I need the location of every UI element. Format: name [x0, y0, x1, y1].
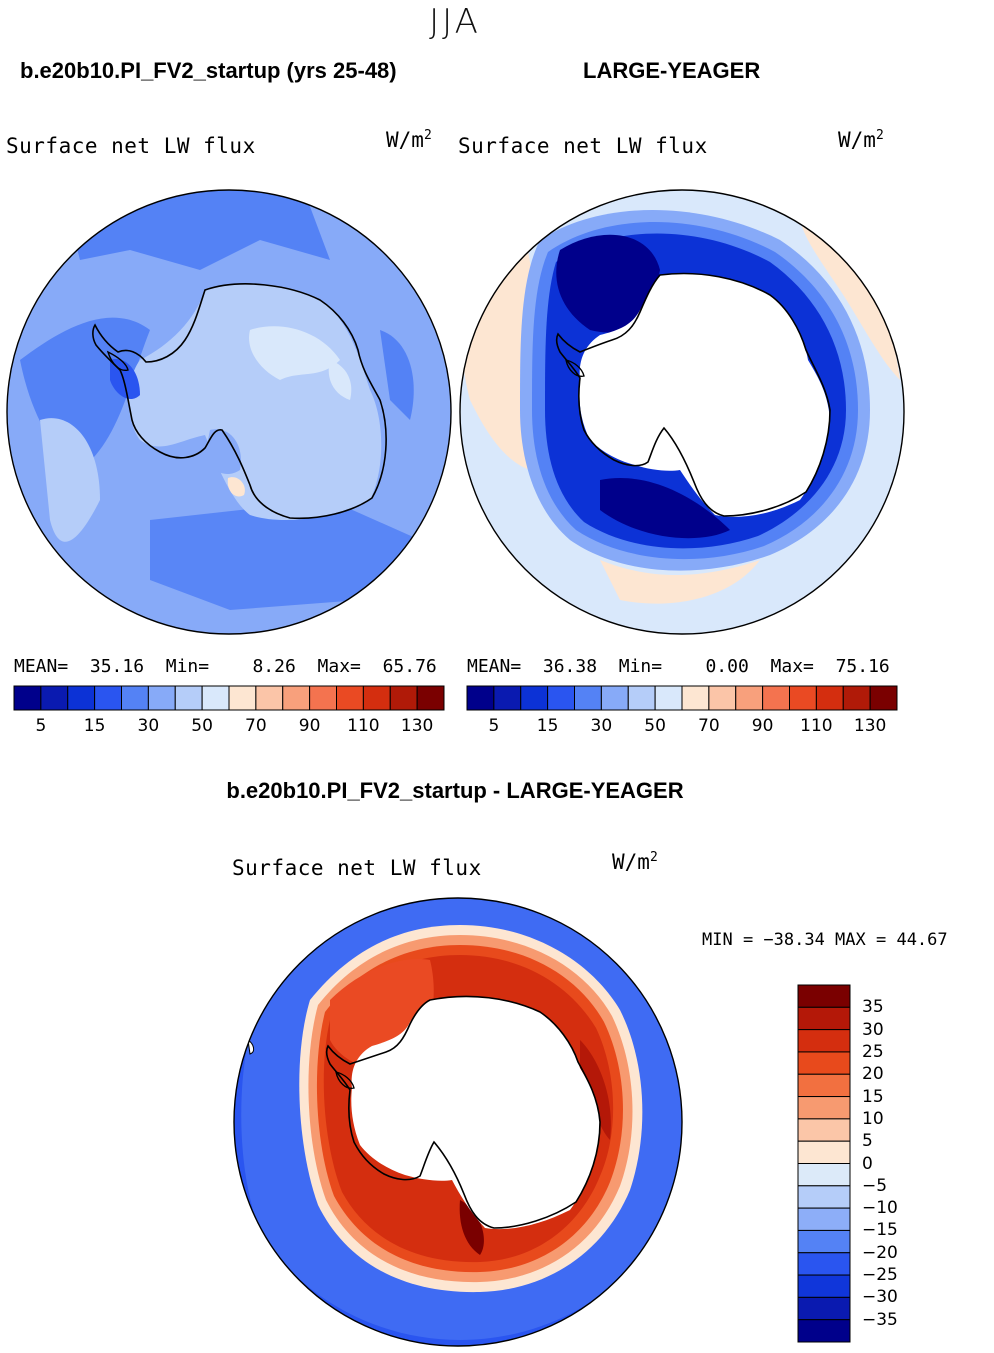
colorbar-tick-label: −15 [862, 1220, 898, 1241]
obs-flux-map [460, 190, 904, 634]
colorbar-swatch [600, 685, 629, 711]
colorbar-swatch [797, 1319, 851, 1343]
colorbar-tick-label: 5 [488, 716, 500, 736]
colorbar-swatch [869, 685, 898, 711]
colorbar-swatch [466, 685, 495, 711]
colorbar-tick-label: −35 [862, 1309, 898, 1330]
colorbar-tick-label: 15 [83, 716, 106, 736]
colorbar-tick-label: −30 [862, 1287, 898, 1308]
panel2-colorbar [466, 685, 898, 711]
difference-minmax: MIN = −38.34 MAX = 44.67 [702, 930, 948, 950]
colorbar-swatch [493, 685, 522, 711]
colorbar-swatch [797, 1118, 851, 1142]
colorbar-tick-label: 15 [862, 1086, 884, 1107]
colorbar-tick-label: −20 [862, 1242, 898, 1263]
colorbar-tick-label: 110 [800, 716, 833, 736]
colorbar-swatch [797, 1252, 851, 1276]
colorbar-tick-label: 130 [400, 716, 434, 736]
panel1-variable-title: Surface net LW flux [6, 134, 256, 158]
colorbar-tick-label: 35 [862, 997, 884, 1018]
colorbar-swatch [797, 1296, 851, 1321]
panel1-colorbar [13, 685, 445, 711]
colorbar-tick-label: 110 [347, 716, 380, 736]
colorbar-swatch [255, 685, 284, 711]
colorbar-swatch [815, 685, 844, 711]
panel1-case-title: b.e20b10.PI_FV2_startup (yrs 25-48) [20, 58, 397, 83]
colorbar-swatch [797, 1096, 851, 1120]
panel2-variable-title: Surface net LW flux [458, 134, 708, 158]
colorbar-tick-label: 70 [698, 716, 720, 736]
panel2-units: W/m2 [838, 128, 884, 152]
colorbar-tick-label: 10 [862, 1108, 884, 1129]
colorbar-tick-label: 30 [862, 1019, 884, 1040]
colorbar-swatch [797, 1274, 851, 1298]
colorbar-swatch [797, 1051, 851, 1075]
colorbar-swatch [708, 685, 737, 711]
colorbar-tick-label: −5 [862, 1175, 888, 1196]
panel2-case-title: LARGE-YEAGER [583, 58, 761, 83]
colorbar-swatch [416, 685, 445, 711]
colorbar-swatch [389, 685, 418, 711]
colorbar-swatch [121, 685, 149, 711]
colorbar-swatch [654, 685, 683, 711]
colorbar-swatch [94, 685, 122, 711]
colorbar-swatch [309, 685, 337, 711]
colorbar-swatch [797, 1163, 851, 1187]
colorbar-swatch [520, 685, 549, 711]
colorbar-tick-label: 30 [137, 716, 160, 736]
colorbar-swatch [147, 685, 176, 711]
difference-units: W/m2 [612, 850, 658, 874]
colorbar-swatch [627, 685, 656, 711]
colorbar-tick-label: −25 [862, 1265, 898, 1286]
colorbar-swatch [797, 984, 851, 1008]
colorbar-swatch [174, 685, 203, 711]
colorbar-tick-label: 30 [590, 716, 613, 736]
colorbar-tick-label: 130 [853, 716, 887, 736]
colorbar-swatch [574, 685, 602, 711]
colorbar-tick-label: 15 [536, 716, 559, 736]
colorbar-swatch [797, 1006, 851, 1031]
colorbar-tick-label: 90 [751, 716, 774, 736]
colorbar-swatch [13, 685, 42, 711]
colorbar-tick-label: 50 [191, 716, 213, 736]
colorbar-swatch [797, 1073, 851, 1098]
colorbar-swatch [201, 685, 230, 711]
difference-title: b.e20b10.PI_FV2_startup - LARGE-YEAGER [226, 778, 684, 803]
colorbar-tick-label: 0 [862, 1153, 873, 1174]
colorbar-swatch [735, 685, 764, 711]
colorbar-tick-label: 50 [644, 716, 666, 736]
colorbar-swatch [228, 685, 257, 711]
colorbar-swatch [797, 1140, 851, 1164]
colorbar-swatch [362, 685, 391, 711]
difference-colorbar [797, 984, 851, 1343]
colorbar-swatch [67, 685, 96, 711]
colorbar-tick-label: 90 [298, 716, 321, 736]
colorbar-swatch [797, 1229, 851, 1254]
colorbar-tick-label: 5 [35, 716, 47, 736]
panel2-stats: MEAN= 36.38 Min= 0.00 Max= 75.16 [467, 656, 890, 677]
colorbar-tick-label: 25 [862, 1041, 884, 1062]
colorbar-swatch [797, 1207, 851, 1231]
colorbar-swatch [681, 685, 710, 711]
panel1-units: W/m2 [386, 128, 432, 152]
colorbar-swatch [762, 685, 790, 711]
panel1-stats: MEAN= 35.16 Min= 8.26 Max= 65.76 [14, 656, 437, 677]
difference-flux-map [234, 898, 682, 1346]
season-title: JJA [429, 2, 481, 42]
colorbar-tick-label: 70 [245, 716, 267, 736]
model-flux-map [7, 190, 451, 634]
colorbar-tick-label: 5 [862, 1131, 873, 1152]
colorbar-swatch [797, 1029, 851, 1053]
colorbar-swatch [789, 685, 817, 711]
difference-variable-title: Surface net LW flux [232, 856, 482, 880]
colorbar-swatch [40, 685, 69, 711]
colorbar-swatch [842, 685, 871, 711]
colorbar-swatch [336, 685, 364, 711]
colorbar-tick-label: 20 [862, 1064, 884, 1085]
colorbar-tick-label: −10 [862, 1198, 898, 1219]
colorbar-swatch [282, 685, 311, 711]
colorbar-swatch [797, 1185, 851, 1209]
colorbar-swatch [547, 685, 575, 711]
